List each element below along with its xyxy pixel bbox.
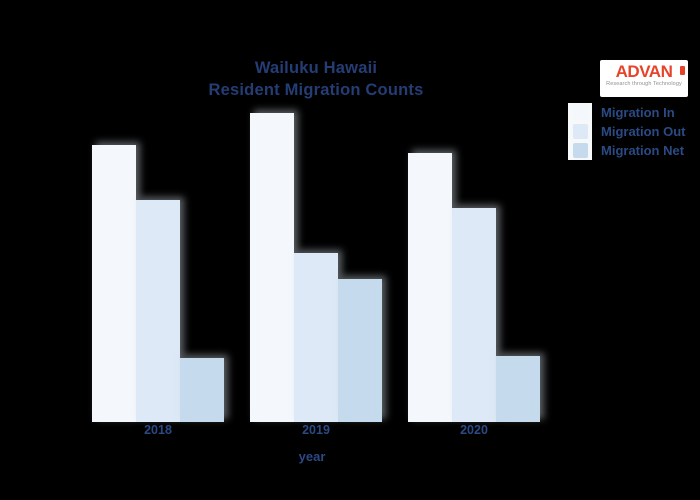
bar-migration-in-2018 [92,145,136,422]
x-tick-2019: 2019 [302,423,330,437]
advan-logo: ADVAN Research through Technology [600,60,688,97]
bar-migration-net-2018 [180,358,224,422]
chart-title: Wailuku Hawaii Resident Migration Counts [96,57,536,101]
bar-migration-out-2020 [452,208,496,422]
bar-migration-in-2019 [250,113,294,422]
advan-logo-text: ADVAN [615,62,673,81]
legend-label-migration-net: Migration Net [601,143,685,158]
legend-swatch-cell [568,141,592,160]
legend-item-migration-in: Migration In [568,103,686,122]
bar-migration-net-2019 [338,279,382,422]
legend-swatch-cell [568,103,592,122]
legend-swatch-migration-net [572,143,588,158]
legend-item-migration-net: Migration Net [568,141,686,160]
chart-title-line1: Wailuku Hawaii [254,59,378,77]
x-tick-2018: 2018 [144,423,172,437]
x-axis-title: year [298,449,326,464]
legend-item-migration-out: Migration Out [568,122,686,141]
legend: Migration In Migration Out Migration Net [568,103,686,160]
legend-swatch-migration-in [572,105,588,120]
advan-logo-tagline: Research through Technology [606,81,682,87]
legend-swatch-cell [568,122,592,141]
x-tick-2020: 2020 [460,423,488,437]
bar-migration-in-2020 [408,153,452,422]
chart-title-line2: Resident Migration Counts [208,81,424,99]
legend-label-migration-out: Migration Out [601,124,686,139]
legend-label-migration-in: Migration In [601,105,675,120]
advan-logo-mark-icon [680,66,685,75]
legend-swatch-migration-out [572,124,588,139]
bar-migration-out-2019 [294,253,338,422]
bar-migration-out-2018 [136,200,180,422]
bar-migration-net-2020 [496,356,540,422]
